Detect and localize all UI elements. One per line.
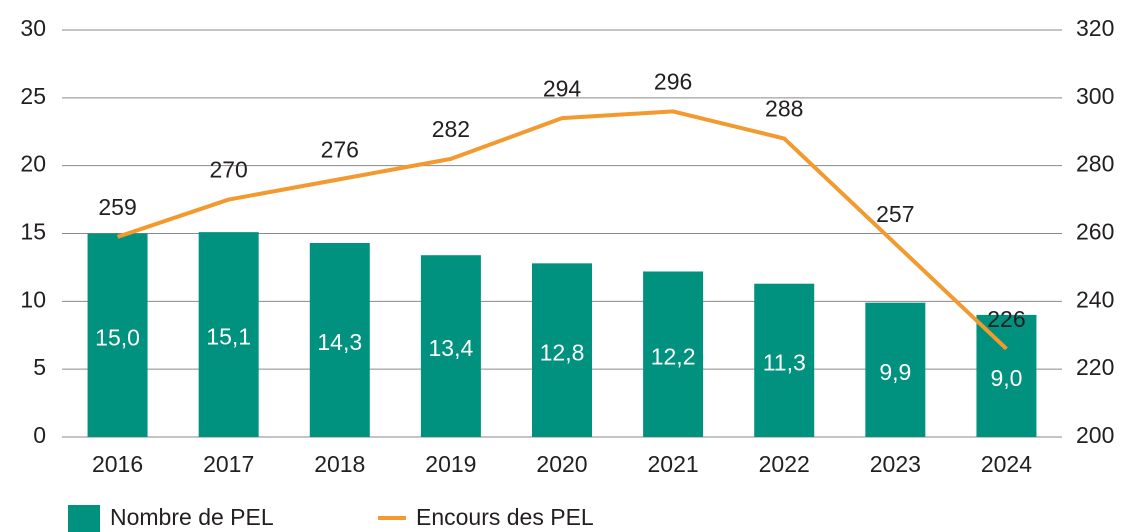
y2-tick-label: 260 — [1076, 219, 1114, 245]
bar-value-label: 15,0 — [95, 324, 140, 350]
bar-value-label: 14,3 — [317, 329, 362, 355]
line-value-label: 288 — [765, 96, 803, 122]
y2-tick-label: 200 — [1076, 422, 1114, 448]
line — [116, 109, 1008, 351]
line-value-label: 259 — [98, 194, 136, 220]
y2-tick-label: 300 — [1076, 83, 1114, 109]
x-tick-label: 2018 — [314, 451, 365, 477]
bar — [865, 302, 926, 437]
x-tick-label: 2020 — [536, 451, 587, 477]
y2-tick-label: 220 — [1076, 354, 1114, 380]
bar — [532, 263, 592, 437]
y-tick-label: 15 — [20, 219, 46, 245]
y-tick-label: 20 — [20, 151, 46, 177]
x-tick-label: 2017 — [203, 451, 254, 477]
y-tick-label: 5 — [33, 354, 46, 380]
bar-value-label: 9,0 — [990, 365, 1022, 391]
x-tick-label: 2022 — [759, 451, 810, 477]
line-value-label: 294 — [543, 75, 582, 101]
bar-value-label: 13,4 — [429, 335, 474, 361]
line-value-label: 226 — [987, 306, 1025, 332]
y2-tick-label: 320 — [1076, 15, 1114, 41]
x-tick-label: 2016 — [92, 451, 143, 477]
x-tick-label: 2021 — [648, 451, 699, 477]
y-tick-label: 0 — [33, 422, 46, 448]
bar — [976, 314, 1037, 437]
legend-label: Nombre de PEL — [110, 504, 274, 530]
bar-value-label: 12,8 — [540, 339, 585, 365]
bar — [643, 271, 704, 437]
bar-value-label: 12,2 — [651, 343, 696, 369]
y-tick-label: 30 — [20, 15, 46, 41]
bar — [309, 242, 370, 437]
y-tick-label: 25 — [20, 83, 46, 109]
bar — [198, 232, 259, 437]
line-value-label: 270 — [209, 157, 247, 183]
bar-value-label: 11,3 — [763, 349, 806, 375]
line-value-label: 257 — [876, 201, 914, 227]
bar — [754, 283, 815, 437]
x-tick-label: 2023 — [870, 451, 921, 477]
bar — [87, 233, 148, 437]
line-value-label: 282 — [432, 116, 470, 142]
bar-value-label: 9,9 — [879, 359, 911, 385]
legend-label: Encours des PEL — [416, 504, 594, 530]
y-tick-label: 10 — [20, 286, 46, 312]
line-value-label: 296 — [654, 68, 692, 94]
line-value-label: 276 — [321, 136, 359, 162]
bar-value-label: 15,1 — [206, 324, 251, 350]
x-tick-label: 2019 — [425, 451, 476, 477]
legend-swatch — [68, 505, 100, 532]
x-tick-label: 2024 — [981, 451, 1032, 477]
y2-tick-label: 280 — [1076, 151, 1114, 177]
y2-tick-label: 240 — [1076, 286, 1114, 312]
bar — [420, 255, 481, 437]
